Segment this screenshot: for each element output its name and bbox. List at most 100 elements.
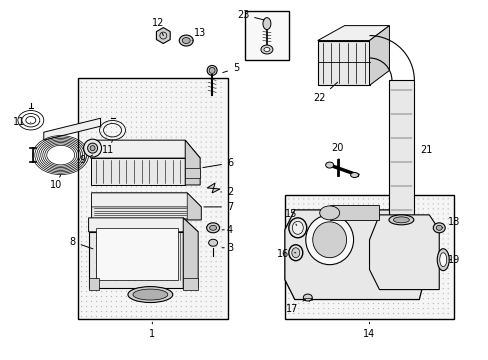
Ellipse shape bbox=[215, 176, 216, 177]
Ellipse shape bbox=[342, 253, 344, 254]
Ellipse shape bbox=[220, 261, 221, 262]
Ellipse shape bbox=[327, 268, 328, 269]
Ellipse shape bbox=[101, 311, 102, 312]
Ellipse shape bbox=[307, 248, 309, 249]
Ellipse shape bbox=[136, 181, 137, 183]
Ellipse shape bbox=[332, 313, 334, 314]
Bar bbox=[244, 11, 288, 60]
Ellipse shape bbox=[318, 243, 319, 244]
Ellipse shape bbox=[165, 251, 166, 252]
Ellipse shape bbox=[136, 236, 137, 237]
Ellipse shape bbox=[342, 208, 344, 210]
Ellipse shape bbox=[141, 141, 142, 143]
Ellipse shape bbox=[195, 246, 196, 247]
Ellipse shape bbox=[287, 213, 289, 215]
Ellipse shape bbox=[155, 301, 157, 302]
Ellipse shape bbox=[136, 201, 137, 203]
Ellipse shape bbox=[116, 82, 117, 83]
Ellipse shape bbox=[165, 221, 166, 222]
Ellipse shape bbox=[332, 258, 334, 259]
Ellipse shape bbox=[332, 213, 334, 215]
Ellipse shape bbox=[81, 92, 82, 93]
Ellipse shape bbox=[352, 278, 353, 279]
Text: 4: 4 bbox=[222, 225, 233, 235]
Ellipse shape bbox=[170, 181, 171, 183]
Ellipse shape bbox=[141, 296, 142, 297]
Ellipse shape bbox=[106, 102, 107, 103]
Ellipse shape bbox=[145, 196, 147, 198]
Ellipse shape bbox=[170, 102, 171, 103]
Ellipse shape bbox=[136, 251, 137, 252]
Ellipse shape bbox=[195, 127, 196, 128]
Ellipse shape bbox=[86, 117, 87, 118]
Ellipse shape bbox=[106, 241, 107, 242]
Ellipse shape bbox=[101, 147, 102, 148]
Ellipse shape bbox=[101, 276, 102, 277]
Ellipse shape bbox=[307, 253, 309, 254]
Ellipse shape bbox=[367, 218, 368, 220]
Ellipse shape bbox=[215, 271, 216, 272]
Ellipse shape bbox=[81, 196, 82, 198]
Ellipse shape bbox=[155, 271, 157, 272]
Ellipse shape bbox=[141, 112, 142, 113]
Ellipse shape bbox=[106, 112, 107, 113]
Ellipse shape bbox=[101, 87, 102, 88]
Ellipse shape bbox=[116, 296, 117, 297]
Ellipse shape bbox=[165, 296, 166, 297]
Ellipse shape bbox=[165, 176, 166, 177]
Ellipse shape bbox=[422, 243, 423, 244]
Ellipse shape bbox=[312, 248, 314, 249]
Ellipse shape bbox=[220, 176, 221, 177]
Ellipse shape bbox=[387, 268, 388, 269]
Ellipse shape bbox=[432, 273, 433, 274]
Ellipse shape bbox=[106, 291, 107, 292]
Ellipse shape bbox=[131, 186, 132, 188]
Ellipse shape bbox=[337, 243, 339, 244]
Ellipse shape bbox=[220, 246, 221, 247]
Ellipse shape bbox=[131, 132, 132, 133]
Ellipse shape bbox=[402, 283, 403, 284]
Ellipse shape bbox=[392, 238, 393, 239]
Ellipse shape bbox=[215, 316, 216, 317]
Ellipse shape bbox=[150, 162, 152, 163]
Ellipse shape bbox=[86, 176, 87, 177]
Ellipse shape bbox=[332, 253, 334, 254]
Ellipse shape bbox=[412, 208, 413, 210]
Ellipse shape bbox=[111, 117, 112, 118]
Ellipse shape bbox=[215, 286, 216, 287]
Ellipse shape bbox=[307, 238, 309, 239]
Ellipse shape bbox=[287, 268, 289, 269]
Ellipse shape bbox=[96, 311, 97, 312]
Ellipse shape bbox=[81, 261, 82, 262]
Ellipse shape bbox=[215, 226, 216, 228]
Ellipse shape bbox=[337, 223, 339, 224]
Ellipse shape bbox=[352, 238, 353, 239]
Ellipse shape bbox=[417, 208, 418, 210]
Ellipse shape bbox=[325, 162, 333, 168]
Ellipse shape bbox=[382, 268, 383, 269]
Ellipse shape bbox=[205, 102, 206, 103]
Ellipse shape bbox=[327, 288, 328, 289]
Ellipse shape bbox=[205, 281, 206, 282]
Ellipse shape bbox=[131, 251, 132, 252]
Ellipse shape bbox=[111, 306, 112, 307]
Ellipse shape bbox=[155, 296, 157, 297]
Ellipse shape bbox=[145, 132, 147, 133]
Ellipse shape bbox=[170, 251, 171, 252]
Ellipse shape bbox=[210, 266, 211, 267]
Ellipse shape bbox=[312, 218, 314, 220]
Ellipse shape bbox=[121, 181, 122, 183]
Ellipse shape bbox=[161, 211, 162, 212]
Ellipse shape bbox=[106, 316, 107, 317]
Polygon shape bbox=[44, 118, 101, 140]
Ellipse shape bbox=[352, 293, 353, 294]
Ellipse shape bbox=[81, 276, 82, 277]
Ellipse shape bbox=[412, 303, 413, 304]
Ellipse shape bbox=[86, 152, 87, 153]
Ellipse shape bbox=[362, 243, 364, 244]
Ellipse shape bbox=[91, 316, 92, 317]
Ellipse shape bbox=[185, 276, 186, 277]
Ellipse shape bbox=[362, 238, 364, 239]
Ellipse shape bbox=[422, 238, 423, 239]
Ellipse shape bbox=[210, 87, 211, 88]
